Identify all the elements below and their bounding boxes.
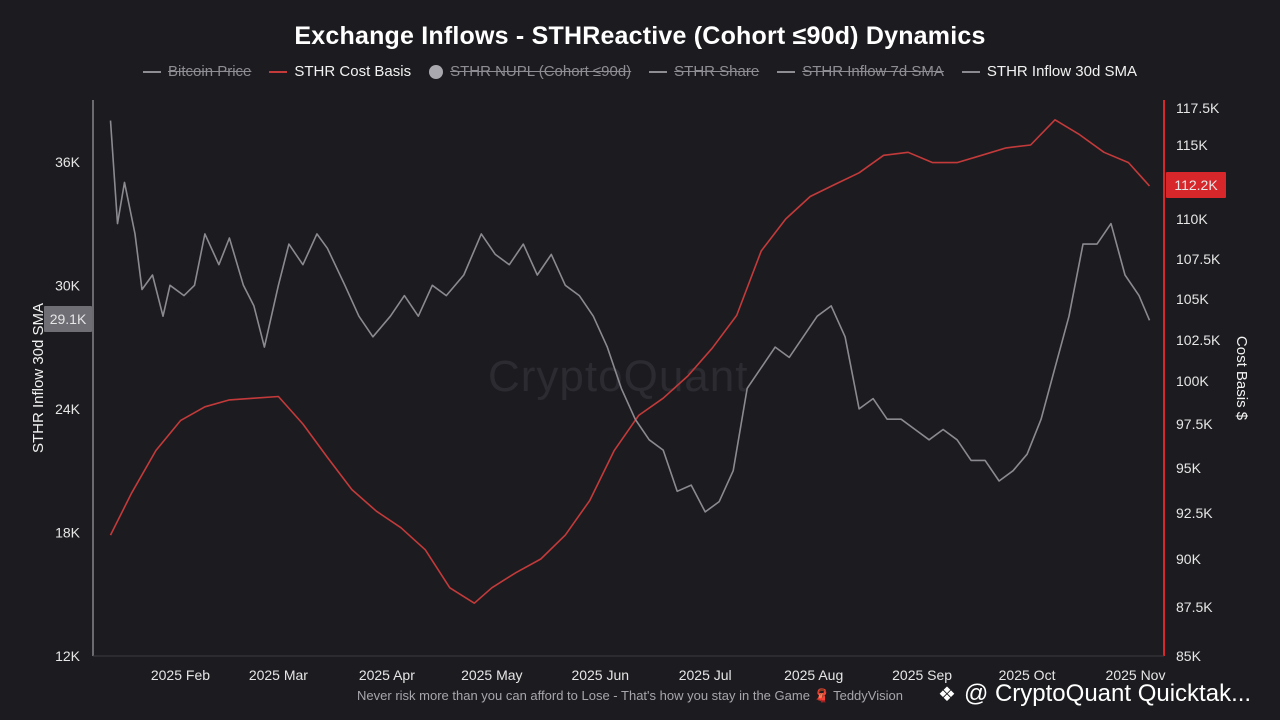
x-tick-label: 2025 Jun <box>571 667 629 683</box>
right-tick-label: 117.5K <box>1176 100 1220 116</box>
x-tick-label: 2025 Aug <box>784 667 843 683</box>
legend-label: STHR Inflow 30d SMA <box>986 63 1137 80</box>
right-tick-label: 95K <box>1176 460 1202 476</box>
legend-item-sthr-inflow-30d-sma[interactable]: STHR Inflow 30d SMA <box>961 63 1137 80</box>
cost-basis-current-label: 112.2K <box>1174 177 1218 193</box>
chart-legend: Bitcoin Price STHR Cost Basis STHR NUPL (C… <box>0 63 1280 80</box>
legend-label: STHR Share <box>674 63 760 80</box>
x-tick-label: 2025 Oct <box>999 667 1056 683</box>
legend-item-bitcoin-price[interactable]: Bitcoin Price <box>143 63 251 80</box>
right-tick-label: 100K <box>1176 373 1209 389</box>
legend-dot-icon <box>429 64 444 79</box>
x-tick-label: 2025 Jul <box>679 667 732 683</box>
right-tick-label: 92.5K <box>1176 505 1213 521</box>
x-tick-label: 2025 Nov <box>1106 667 1166 683</box>
footer-note: Never risk more than you can afford to L… <box>357 688 903 703</box>
series-line-cost-basis <box>109 119 1151 605</box>
legend-line-icon <box>777 70 796 73</box>
legend-item-sthr-nupl-cohort-90d[interactable]: STHR NUPL (Cohort ≤90d) <box>429 63 631 80</box>
cost-basis-current-badge <box>1166 172 1226 198</box>
legend-item-sthr-inflow-7d-sma[interactable]: STHR Inflow 7d SMA <box>777 63 944 80</box>
legend-label: STHR Inflow 7d SMA <box>802 63 944 80</box>
legend-label: STHR NUPL (Cohort ≤90d) <box>450 63 632 80</box>
right-tick-label: 102.5K <box>1176 332 1221 348</box>
legend-item-sthr-share[interactable]: STHR Share <box>649 63 759 80</box>
legend-label: Bitcoin Price <box>168 63 252 80</box>
left-tick-label: 12K <box>55 648 81 664</box>
legend-item-sthr-cost-basis[interactable]: STHR Cost Basis <box>269 63 411 80</box>
binance-logo-icon: ❖ <box>938 683 956 706</box>
chart-title: Exchange Inflows - STHReactive (Cohort ≤… <box>294 22 986 50</box>
inflow-current-badge <box>44 306 92 332</box>
right-tick-label: 87.5K <box>1176 599 1213 615</box>
x-tick-label: 2025 Sep <box>892 667 952 683</box>
x-tick-label: 2025 Apr <box>359 667 415 683</box>
left-axis-title: STHR Inflow 30d SMA <box>30 303 47 453</box>
legend-line-icon <box>269 70 288 73</box>
right-tick-label: 107.5K <box>1176 251 1221 267</box>
right-tick-label: 110K <box>1176 211 1208 227</box>
legend-label: STHR Cost Basis <box>294 63 412 80</box>
inflow-current-label: 29.1K <box>50 311 87 327</box>
left-tick-label: 18K <box>55 524 81 540</box>
right-tick-label: 105K <box>1176 291 1209 307</box>
x-tick-label: 2025 Feb <box>151 667 210 683</box>
right-tick-label: 115K <box>1176 137 1208 153</box>
brand-tag[interactable]: ❖ @ CryptoQuant Quicktak... <box>938 680 1251 708</box>
right-axis-title: Cost Basis $ <box>1233 336 1250 421</box>
brand-label: @ CryptoQuant Quicktak... <box>963 680 1252 707</box>
right-tick-label: 90K <box>1176 551 1202 567</box>
legend-line-icon <box>143 70 162 73</box>
left-tick-label: 24K <box>55 401 81 417</box>
left-tick-label: 36K <box>55 154 81 170</box>
right-tick-label: 97.5K <box>1176 416 1213 432</box>
legend-line-icon <box>961 70 980 73</box>
x-tick-label: 2025 Mar <box>249 667 308 683</box>
left-tick-label: 30K <box>55 277 81 293</box>
series-line-inflow-30d-sma <box>109 120 1151 513</box>
legend-line-icon <box>649 70 668 73</box>
right-tick-label: 85K <box>1176 648 1202 664</box>
x-tick-label: 2025 May <box>461 667 522 683</box>
